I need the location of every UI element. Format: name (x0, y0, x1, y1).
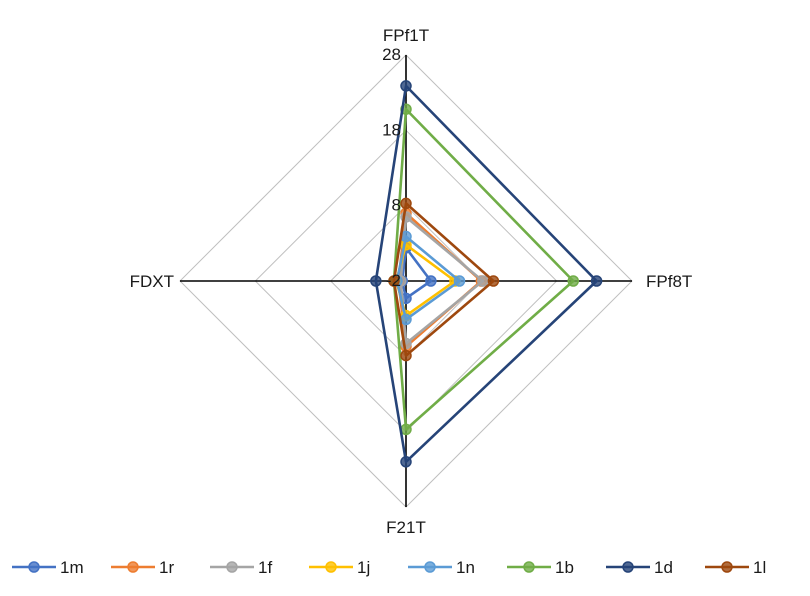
tick-label: 8 (392, 196, 401, 215)
legend-item: 1m (12, 558, 84, 577)
legend-item: 1d (606, 558, 673, 577)
legend-item: 1r (111, 558, 174, 577)
legend-item: 1j (309, 558, 370, 577)
legend-swatch-marker (424, 561, 436, 573)
legend-label: 1n (456, 558, 475, 577)
data-point (400, 197, 412, 210)
axis-label: FPf1T (383, 26, 429, 45)
series-1d (370, 80, 603, 468)
data-point (567, 275, 579, 287)
legend-label: 1b (555, 558, 574, 577)
data-point (400, 456, 412, 468)
legend-swatch-marker (622, 561, 634, 573)
legend-item: 1n (408, 558, 475, 577)
legend-label: 1l (753, 558, 766, 577)
legend-label: 1m (60, 558, 84, 577)
legend-item: 1b (507, 558, 574, 577)
data-point (400, 80, 412, 92)
legend-swatch-marker (721, 561, 733, 573)
data-point (590, 275, 603, 287)
data-point (487, 275, 500, 287)
data-point (425, 275, 437, 287)
radar-series (370, 80, 603, 468)
data-point (453, 275, 466, 287)
data-point (388, 275, 400, 287)
data-point (477, 275, 489, 287)
data-point (370, 275, 382, 287)
legend-swatch-marker (523, 561, 535, 573)
tick-label: -2 (386, 271, 401, 290)
axis-label: FDXT (130, 272, 174, 291)
legend-label: 1d (654, 558, 673, 577)
legend-swatch-marker (127, 561, 139, 573)
tick-label: 28 (382, 45, 401, 64)
axis-label: FPf8T (646, 272, 692, 291)
axis-label: F21T (386, 518, 426, 537)
data-point (400, 313, 412, 326)
legend-swatch-marker (226, 561, 238, 573)
tick-label: 18 (382, 120, 401, 139)
legend-label: 1r (159, 558, 174, 577)
legend-label: 1j (357, 558, 370, 577)
legend-label: 1f (258, 558, 272, 577)
data-point (400, 349, 412, 362)
series-1l (388, 197, 500, 362)
legend: 1m 1r 1f 1j 1n 1b 1d 1l (12, 558, 766, 577)
legend-swatch-marker (325, 561, 337, 573)
legend-swatch-marker (28, 561, 40, 573)
legend-item: 1l (705, 558, 766, 577)
legend-item: 1f (210, 558, 272, 577)
series-1b (388, 103, 579, 436)
